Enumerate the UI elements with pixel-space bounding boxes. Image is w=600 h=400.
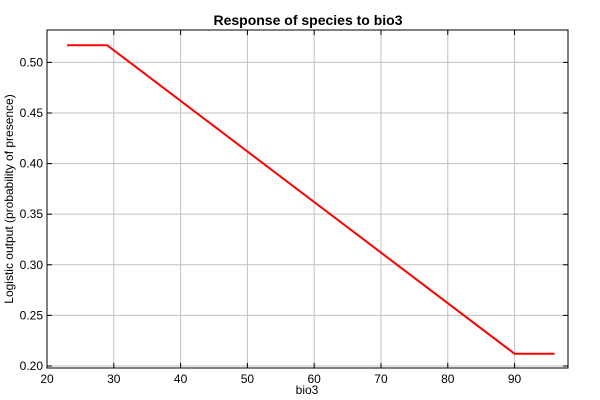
plot-frame [46,29,569,369]
y-tick-label: 0.35 [20,207,44,221]
x-tick-label: 20 [40,372,54,386]
chart-title: Response of species to bio3 [213,12,402,28]
x-tick-label: 90 [508,372,522,386]
x-tick-label: 80 [441,372,455,386]
series [67,44,555,355]
y-tick-label: 0.40 [20,157,44,171]
y-tick-label: 0.25 [20,308,44,322]
grid [46,30,568,368]
x-tick-label: 30 [107,372,121,386]
ticks: 20 30 40 50 60 70 80 90 0.20 0.25 0.30 0.35 0.40 0.45… [20,30,568,386]
y-axis-label: Logistic output (probability of presence… [2,94,16,303]
x-tick-label: 50 [241,372,255,386]
x-tick-label: 70 [374,372,388,386]
y-tick-label: 0.50 [20,55,44,69]
y-tick-label: 0.30 [20,258,44,272]
x-tick-label: 60 [307,372,321,386]
series-line [67,44,555,355]
x-axis-label: bio3 [296,383,319,397]
y-tick-label: 0.20 [20,359,44,373]
y-tick-label: 0.45 [20,106,44,120]
x-tick-label: 40 [174,372,188,386]
